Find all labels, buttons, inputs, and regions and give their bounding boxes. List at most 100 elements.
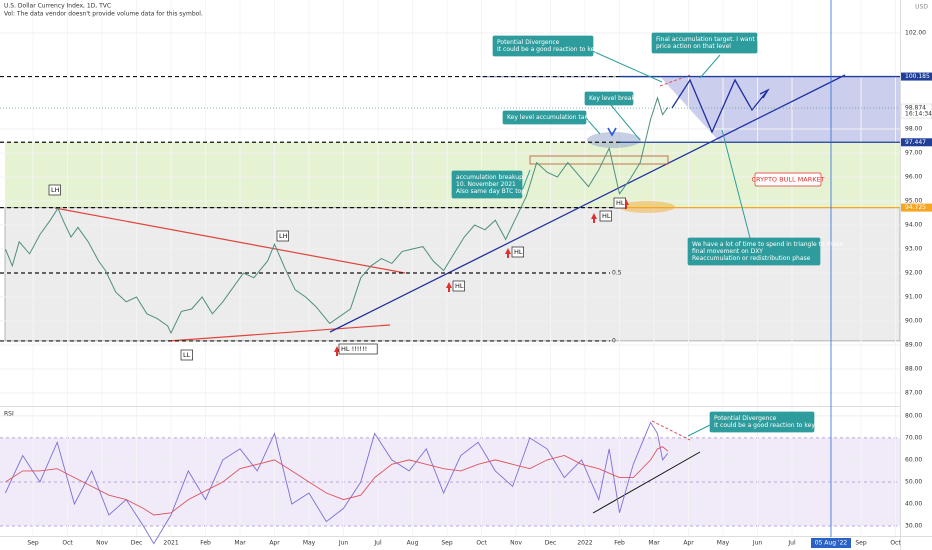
callout-box bbox=[687, 237, 821, 266]
callout-box bbox=[451, 170, 523, 199]
x-tick-label: May bbox=[717, 540, 730, 547]
rsi-divergence-line bbox=[651, 420, 691, 441]
projection-arrow bbox=[759, 88, 770, 99]
level-tag bbox=[901, 138, 932, 147]
x-tick-label: Feb bbox=[200, 540, 211, 547]
callout-box bbox=[584, 91, 634, 106]
hl-arrows bbox=[334, 199, 629, 356]
symbol-title: U.S. Dollar Currency Index, 1D, TVC bbox=[4, 3, 111, 10]
pointer bbox=[699, 54, 721, 79]
callout-text: Also same day BTC top bbox=[456, 188, 525, 195]
callout-text: 10. November 2021 bbox=[456, 181, 516, 188]
marker-label: LH bbox=[279, 232, 288, 240]
x-tick-label: Dec bbox=[131, 540, 143, 547]
callout-text: It could be a good reaction to key level bbox=[714, 422, 831, 429]
rsi-tick-label: 40.00 bbox=[905, 500, 922, 507]
marker-box bbox=[180, 349, 193, 361]
fib-label: 0 bbox=[612, 337, 616, 344]
marker-label: HL bbox=[602, 212, 611, 220]
callout-text: accumulation breakup bbox=[456, 174, 523, 181]
level-label: 97.447 bbox=[905, 139, 926, 146]
breakup-box bbox=[529, 155, 669, 165]
marker-label: HL bbox=[455, 282, 464, 290]
x-tick-label: Nov bbox=[510, 540, 522, 547]
y-tick-label: 96.00 bbox=[905, 174, 922, 181]
up-arrow bbox=[623, 199, 629, 209]
x-tick-label: Jul bbox=[373, 540, 382, 547]
callout-text: price action on that level bbox=[656, 43, 731, 50]
callout-text: final movement on DXY bbox=[692, 248, 763, 255]
level-tag bbox=[901, 203, 932, 212]
marker-box bbox=[511, 246, 524, 258]
projection-path bbox=[671, 78, 769, 134]
up-arrow bbox=[446, 282, 452, 292]
x-tick-label: Oct bbox=[890, 540, 901, 547]
marker-label: HL !!!!!! bbox=[341, 345, 367, 353]
x-tick-label: May bbox=[303, 540, 316, 547]
callout-box bbox=[502, 110, 587, 125]
x-tick-label: Sep bbox=[441, 540, 453, 547]
target-ellipse bbox=[587, 132, 641, 148]
rsi-tick-label: 70.00 bbox=[905, 434, 922, 441]
callout-text: Final accumulation target. I want to see… bbox=[656, 36, 806, 43]
marker-box bbox=[276, 230, 289, 242]
y-tick-label: 90.00 bbox=[905, 318, 922, 325]
callout-text: CRYPTO BULL MARKET bbox=[751, 176, 824, 184]
marks: 0.50 bbox=[0, 0, 900, 545]
callout-text: Potential Divergence bbox=[497, 39, 560, 46]
marker-label: LL bbox=[183, 351, 191, 359]
pointer bbox=[609, 103, 641, 141]
y-tick-label: 89.00 bbox=[905, 342, 922, 349]
pointer bbox=[687, 424, 711, 437]
rsi-tick-label: 30.00 bbox=[905, 522, 922, 529]
x-tick-label: Nov bbox=[96, 540, 108, 547]
trend-line bbox=[167, 324, 391, 342]
last-price-label: 98.874 bbox=[905, 105, 926, 112]
x-tick-label: Jul bbox=[787, 540, 796, 547]
currency: USD bbox=[915, 4, 928, 11]
up-arrow bbox=[334, 346, 340, 356]
x-tick-label: Apr bbox=[269, 540, 280, 547]
rsi-tick-label: 50.00 bbox=[905, 478, 922, 485]
y-tick-label: 94.00 bbox=[905, 222, 922, 229]
x-tick-label: Aug bbox=[407, 540, 419, 547]
level-label: 100.185 bbox=[905, 73, 930, 80]
level-tag bbox=[901, 72, 932, 81]
y-tick-label: 91.00 bbox=[905, 294, 922, 301]
callout-text: Potential Divergence bbox=[714, 415, 777, 422]
marker-box bbox=[613, 197, 626, 209]
x-tick-label: Apr bbox=[683, 540, 694, 547]
up-arrow bbox=[591, 213, 597, 223]
callout-text: Key level accumulation target bbox=[507, 114, 597, 121]
x-tick-label: Oct bbox=[62, 540, 73, 547]
pointer bbox=[721, 129, 751, 239]
x-tick-label: Feb bbox=[614, 540, 625, 547]
pointer bbox=[589, 49, 663, 83]
callout-pointers bbox=[519, 49, 751, 437]
y-tick-label: 88.00 bbox=[905, 366, 922, 373]
up-arrow bbox=[505, 248, 511, 258]
callout-box bbox=[709, 411, 815, 433]
y-tick-label: 98.00 bbox=[905, 126, 922, 133]
rsi-tick-label: 60.00 bbox=[905, 456, 922, 463]
uptrend-line bbox=[329, 74, 846, 333]
volume-note: Vol: The data vendor doesn't provide vol… bbox=[4, 11, 203, 18]
y-tick-label: 97.00 bbox=[905, 150, 922, 157]
x-tick-label: Jun bbox=[752, 540, 763, 547]
gray-zone bbox=[4, 207, 901, 342]
y-tick-label: 95.00 bbox=[905, 198, 922, 205]
x-tick-label: Mar bbox=[648, 540, 660, 547]
callout-text: We have a lot of time to spend in triang… bbox=[692, 241, 843, 248]
marker-label: HL bbox=[616, 199, 625, 207]
level-label: 94.725 bbox=[905, 204, 926, 211]
label-box bbox=[754, 172, 822, 187]
marker-label: HL bbox=[514, 248, 523, 256]
marker-box bbox=[452, 280, 465, 292]
rsi-trend-line bbox=[592, 451, 701, 514]
x-tick-label: Mar bbox=[234, 540, 246, 547]
callout-box bbox=[651, 32, 758, 54]
cursor-tag bbox=[811, 538, 852, 548]
last-price-tag bbox=[900, 103, 932, 119]
